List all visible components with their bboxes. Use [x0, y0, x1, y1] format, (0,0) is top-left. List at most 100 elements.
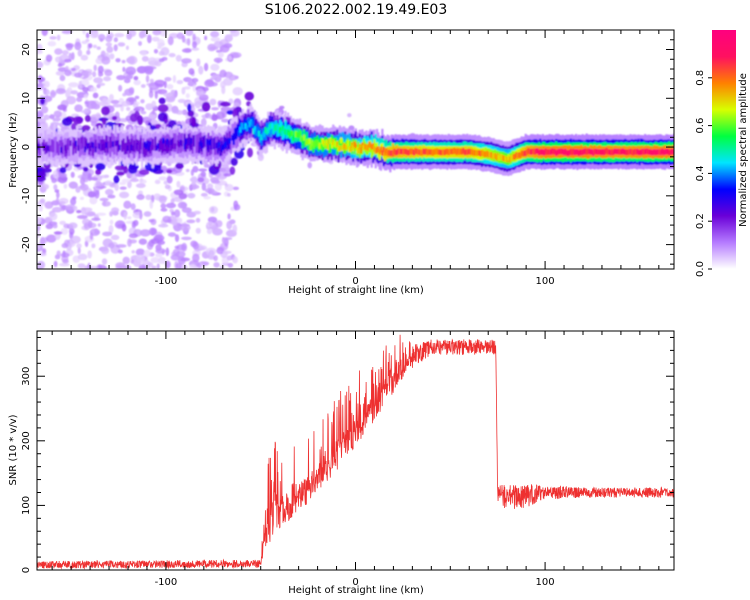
spectrogram-ridge-cell	[670, 148, 673, 155]
spectrogram-ridge-cell	[563, 149, 566, 156]
spectrogram-ridge-cell	[260, 134, 263, 141]
spectrogram-ridge-cell	[329, 140, 332, 153]
spectrogram-ridge-cell	[265, 122, 269, 135]
spectrogram-noise-blob	[139, 211, 143, 220]
spectrogram-ridge-cell	[378, 148, 381, 155]
spectrogram-noise-blob	[181, 86, 186, 95]
spectrogram-ridge-cell	[521, 150, 525, 157]
spectrogram-halo-blob	[104, 188, 114, 196]
spectrogram-ridge-cell	[221, 144, 225, 151]
spectrogram-ridge-cell	[60, 140, 63, 152]
spectrogram-halo-blob	[140, 110, 147, 115]
spectrogram-ridge-cell	[309, 137, 312, 150]
spectrogram-ridge-cell	[655, 149, 659, 156]
spectrogram-ridge-cell	[272, 128, 275, 134]
spectrogram-halo-blob	[223, 173, 232, 177]
spectrogram-ridge-cell	[216, 141, 219, 154]
spectrogram-halo-blob	[211, 74, 217, 79]
spectrogram-ridge-cell	[325, 139, 328, 146]
spectrogram-ridge-cell	[252, 128, 255, 135]
spectrogram-halo-blob	[70, 90, 79, 95]
spectrogram-clutter-blob	[191, 117, 197, 127]
spectrogram-ridge-cell	[330, 142, 334, 149]
spectrogram-ridge-cell	[524, 150, 527, 157]
spectrogram-ridge-cell	[659, 149, 663, 156]
spectrogram-noise-blob	[161, 56, 168, 61]
spectrogram-ridge-cell	[625, 149, 628, 156]
spectrogram-noise-blob	[145, 74, 150, 83]
spectrogram-ridge-cell	[131, 145, 134, 152]
spectrogram-ridge-cell	[350, 141, 353, 148]
spectrogram-ridge-cell	[373, 146, 376, 153]
spectrogram-ridge-cell	[200, 142, 203, 149]
spectrogram-noise-blob	[81, 40, 88, 45]
spectrogram-noise-blob	[79, 196, 84, 201]
spectrogram-ridge-cell	[239, 119, 242, 132]
spectrogram-ridge-cell	[93, 133, 96, 153]
spectrogram-noise-blob	[88, 43, 93, 49]
spectrogram-halo-blob	[82, 86, 89, 93]
spectrogram-ridge-cell	[454, 148, 457, 155]
spectrogram-halo-blob	[98, 101, 109, 107]
spectrogram-halo-blob	[74, 104, 83, 113]
spectrogram-noise-blob	[49, 36, 57, 40]
spectrogram-noise-blob	[37, 229, 41, 239]
spectrogram-ridge-cell	[624, 149, 627, 156]
spectrogram-ridge-cell	[207, 143, 210, 150]
spectrogram-ridge-cell	[119, 131, 123, 157]
spectrogram-ridge-cell	[223, 136, 226, 149]
spectrogram-ridge-cell	[174, 133, 177, 152]
spectrogram-ridge-cell	[257, 130, 261, 137]
spectrogram-ridge-cell	[62, 135, 65, 160]
spectrogram-noise-blob	[37, 84, 45, 91]
spectrogram-noise-blob	[168, 52, 176, 58]
spectrogram-ridge-cell	[484, 151, 487, 158]
spectrogram-ridge-cell	[499, 153, 502, 160]
spectrogram-ridge-cell	[40, 133, 43, 158]
spectrogram-noise-blob	[38, 204, 43, 212]
spectrogram-ridge-cell	[94, 139, 97, 152]
spectrogram-noise-blob	[195, 227, 201, 234]
spectrogram-noise-blob	[128, 233, 138, 239]
spectrogram-ridge-cell	[616, 148, 619, 155]
spectrogram-clutter-blob	[226, 110, 234, 115]
spectrogram-noise-blob	[82, 218, 90, 226]
spectrogram-ridge-cell	[515, 152, 518, 159]
spectrogram-ridge-cell	[289, 130, 292, 137]
spectrogram-ridge-cell	[170, 139, 173, 145]
spectrogram-noise-blob	[127, 55, 138, 65]
spectrogram-noise-blob	[175, 250, 186, 258]
spectrogram-noise-blob	[109, 219, 114, 225]
spectrogram-ridge-cell	[398, 148, 401, 155]
spectrogram-noise-blob	[192, 253, 200, 263]
spectrogram-ridge-cell	[403, 148, 407, 155]
spectrogram-ridge-cell	[166, 138, 169, 145]
spectrogram-ridge-cell	[491, 153, 494, 160]
spectrogram-noise-blob	[147, 262, 154, 267]
spectrogram-noise-blob	[177, 256, 186, 265]
spectrogram-ridge-cell	[38, 143, 42, 156]
spectrogram-ridge-cell	[284, 119, 287, 132]
spectrogram-ridge-cell	[620, 148, 623, 155]
spectrogram-ridge-cell	[69, 136, 72, 162]
spectrogram-ridge-cell	[555, 150, 558, 157]
spectrogram-ridge-cell	[147, 145, 150, 151]
spectrogram-ridge-cell	[391, 150, 395, 157]
spectrogram-noise-blob	[136, 194, 145, 201]
spectrogram-ridge-cell	[183, 134, 186, 146]
spectrogram-ridge-cell	[186, 137, 189, 150]
spectrogram-noise-blob	[91, 243, 96, 249]
spectrogram-ridge-cell	[154, 145, 157, 151]
spectrogram-ridge-cell	[665, 148, 668, 155]
spectrogram-noise-blob	[121, 178, 131, 183]
spectrogram-ridge-cell	[529, 149, 533, 156]
spectrogram-ridge-cell	[146, 140, 149, 147]
spectrogram-ridge-cell	[195, 134, 198, 154]
spectrogram-ridge-cell	[425, 148, 428, 155]
spectrogram-noise-blob	[158, 176, 167, 181]
spectrogram-ridge-cell	[358, 143, 361, 150]
spectrogram-noise-blob	[198, 245, 208, 251]
spectrogram-noise-blob	[204, 35, 208, 41]
spectrogram-clutter-blob	[128, 165, 138, 174]
